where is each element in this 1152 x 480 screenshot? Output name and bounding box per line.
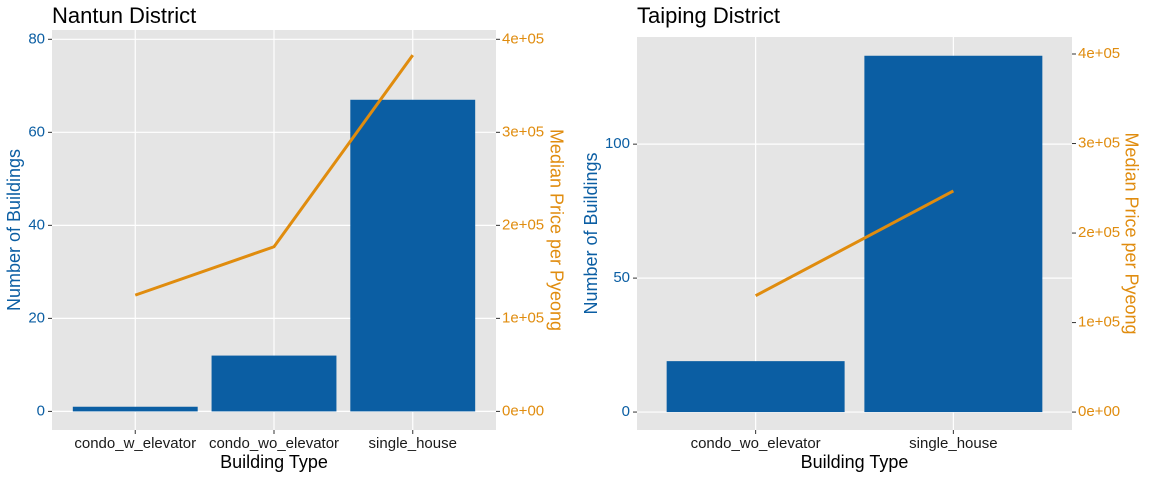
y2-tick-label: 3e+05 [502,123,544,140]
y2-tick-label: 0e+00 [502,402,544,419]
bar [72,406,198,412]
y2-tick-label: 3e+05 [1078,134,1120,151]
y-axis-title: Number of Buildings [4,149,24,311]
y-tick-label: 50 [613,269,630,286]
y-tick-label: 20 [28,309,45,326]
line [134,54,414,297]
bar [211,355,337,412]
y2-axis-title: Median Price per Pyeong [1121,132,1141,334]
y-tick-label: 80 [28,30,45,47]
chart-title: Nantun District [52,3,196,28]
bar [864,55,1043,413]
x-axis-title: Building Type [220,452,328,472]
y-tick-label: 0 [622,403,630,420]
y2-tick-label: 4e+05 [502,30,544,47]
x-tick-label: single_house [909,435,997,452]
y2-axis-title: Median Price per Pyeong [546,129,566,331]
y-tick-label: 0 [37,402,45,419]
y2-tick-label: 1e+05 [1078,314,1120,331]
y2-tick-label: 0e+00 [1078,403,1120,420]
x-tick-label: condo_w_elevator [74,435,196,452]
chart-title: Taiping District [637,3,780,28]
x-tick-label: single_house [369,435,457,452]
y-tick-label: 60 [28,123,45,140]
line [754,189,955,298]
y-axis-title: Number of Buildings [581,152,601,314]
y2-tick-label: 1e+05 [502,309,544,326]
bar [350,99,476,412]
y2-tick-label: 4e+05 [1078,45,1120,62]
x-tick-label: condo_wo_elevator [209,435,339,452]
y2-tick-label: 2e+05 [502,216,544,233]
y-tick-label: 40 [28,216,45,233]
y2-tick-label: 2e+05 [1078,224,1120,241]
bar [666,361,845,413]
x-tick-label: condo_wo_elevator [691,435,821,452]
y-tick-label: 100 [605,135,630,152]
x-axis-title: Building Type [801,452,909,472]
